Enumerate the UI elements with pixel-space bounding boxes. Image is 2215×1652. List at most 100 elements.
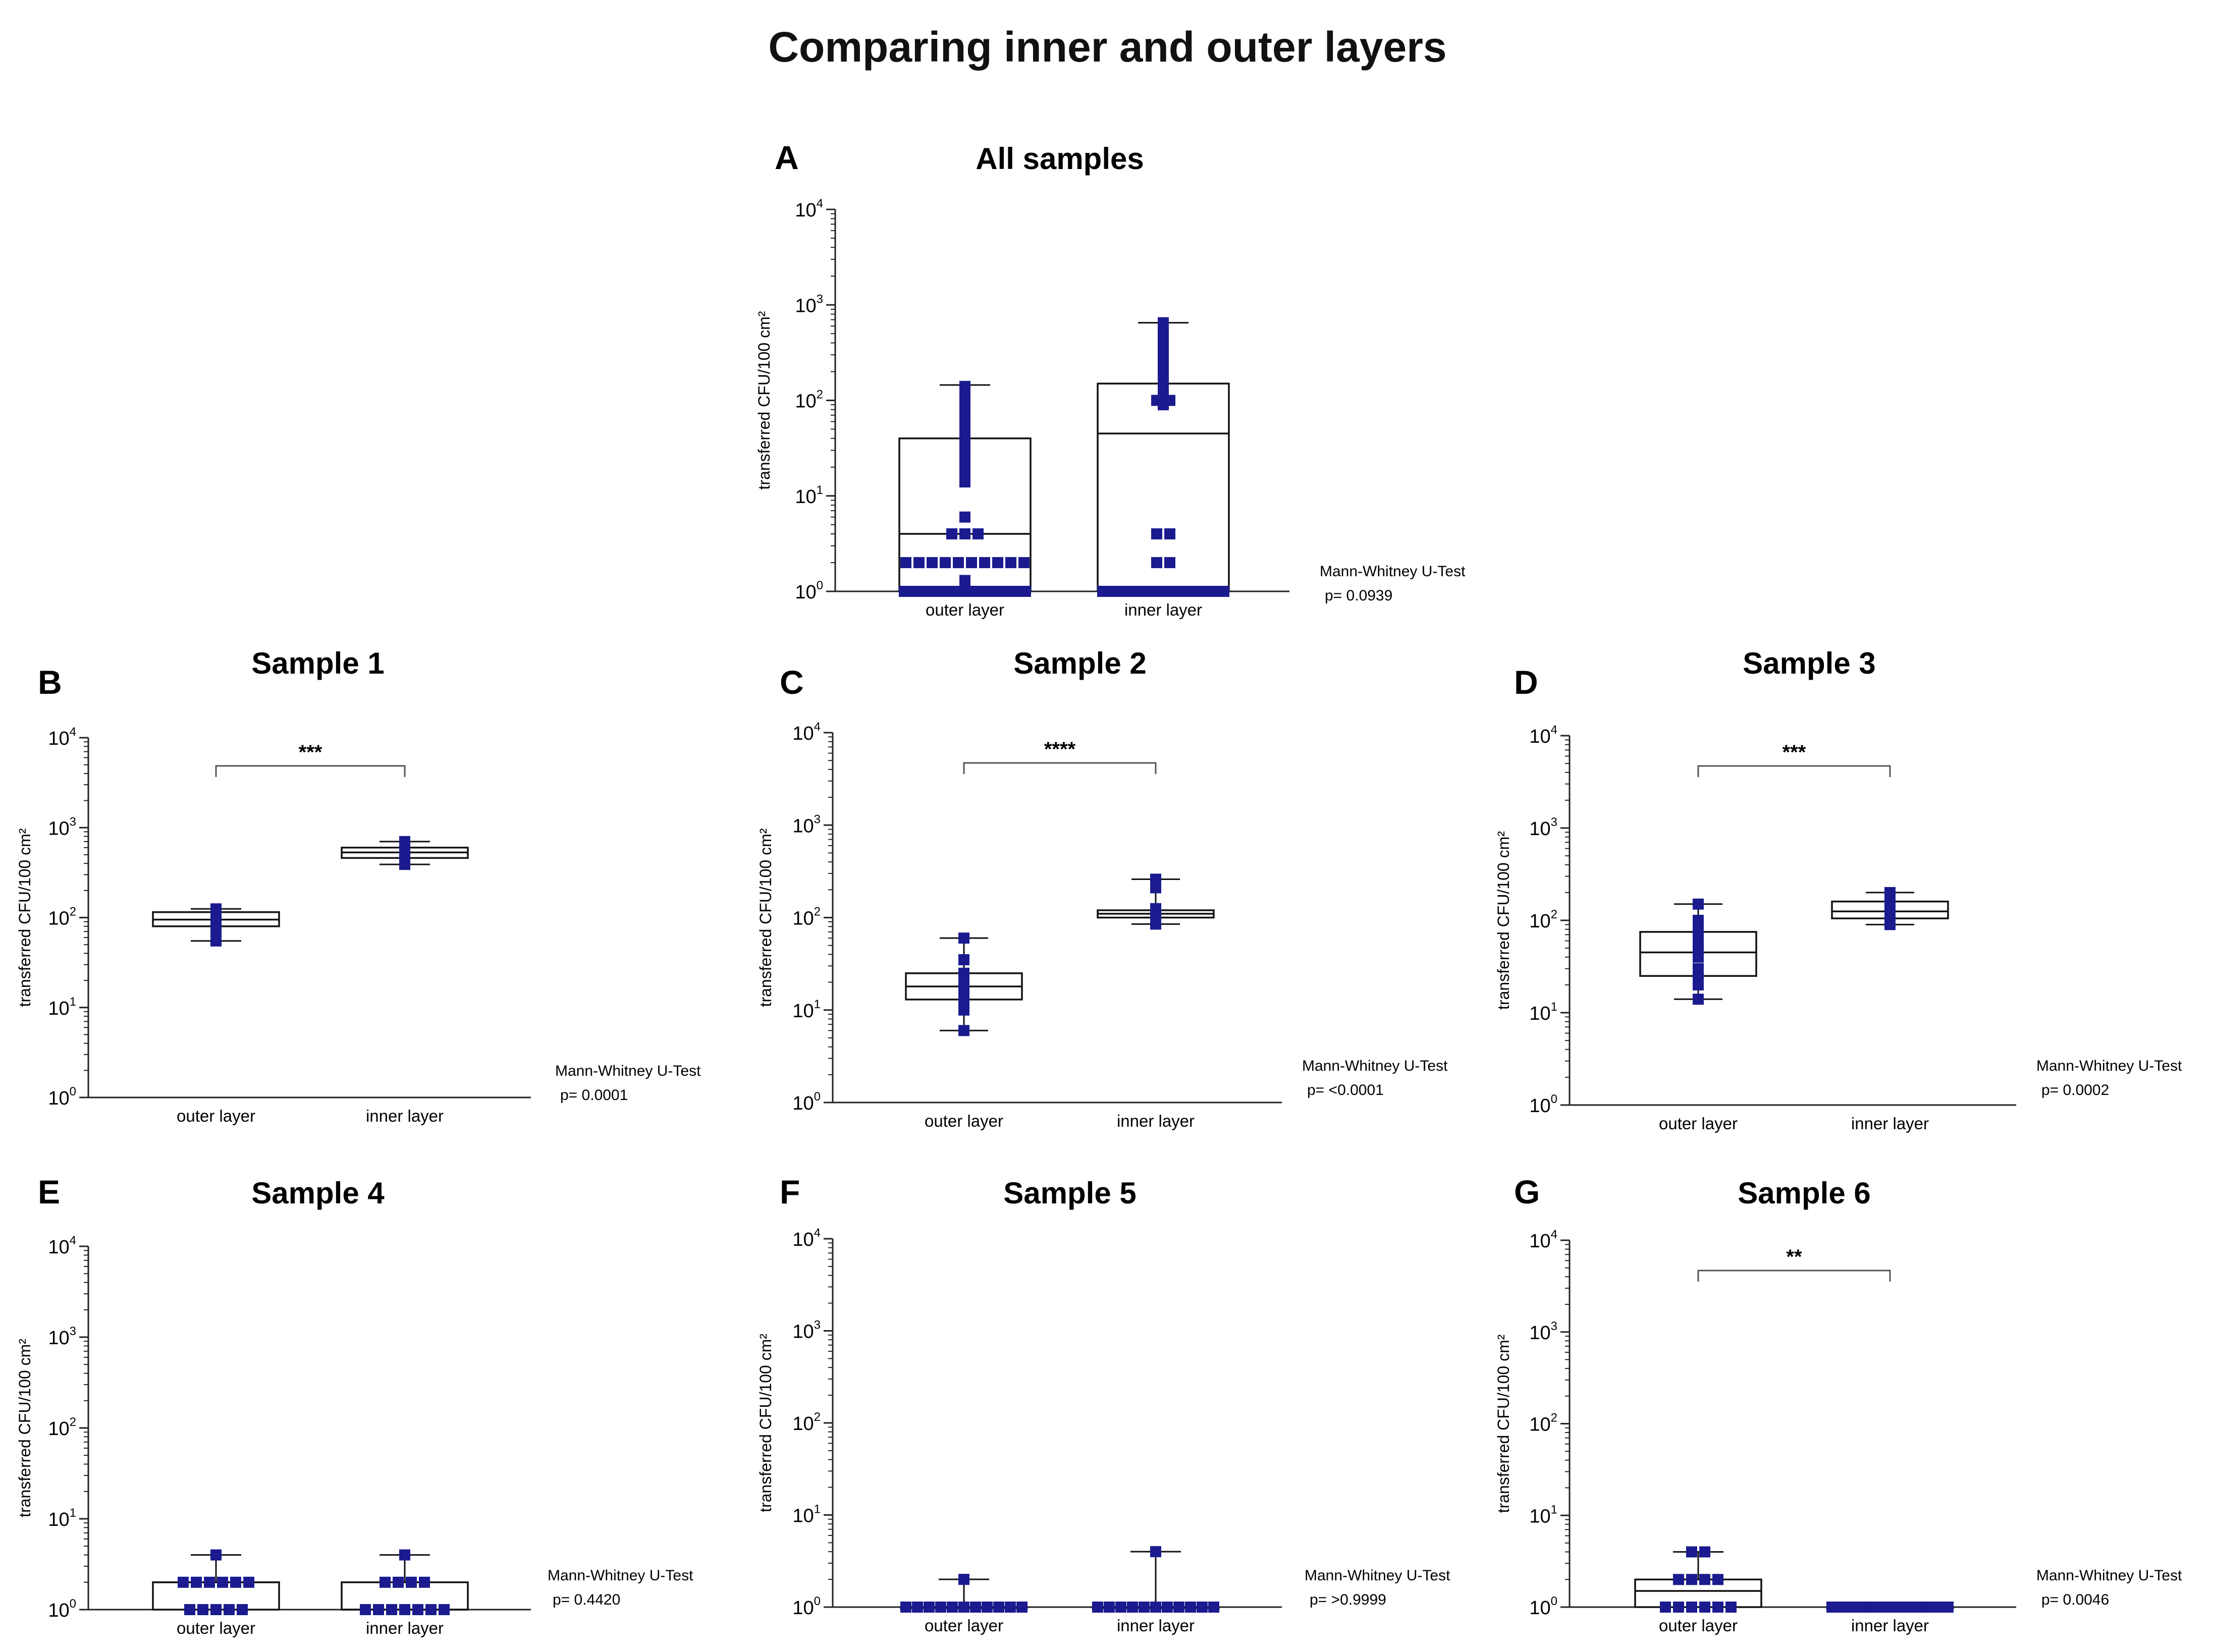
data-point bbox=[1858, 1602, 1869, 1613]
data-point bbox=[1699, 1546, 1710, 1558]
box-inner-layer bbox=[1831, 887, 1949, 930]
box-inner-layer bbox=[1097, 317, 1230, 597]
data-point bbox=[406, 1576, 417, 1588]
data-point bbox=[959, 528, 970, 540]
data-point bbox=[1005, 1602, 1016, 1613]
significance-stars: *** bbox=[299, 741, 322, 763]
data-point bbox=[1693, 994, 1704, 1005]
data-point bbox=[178, 1576, 189, 1588]
y-axis-label: transferred CFU/100 cm² bbox=[757, 828, 775, 1007]
box-inner-layer bbox=[341, 836, 469, 870]
x-category-label: outer layer bbox=[925, 1616, 1003, 1635]
figure-title: Comparing inner and outer layers bbox=[768, 23, 1447, 71]
data-point bbox=[419, 1576, 430, 1588]
data-point bbox=[958, 1602, 969, 1613]
stat-test-name: Mann-Whitney U-Test bbox=[1305, 1567, 1450, 1584]
data-point bbox=[973, 528, 984, 540]
y-axis-label: transferred CFU/100 cm² bbox=[1494, 1334, 1512, 1513]
data-point bbox=[191, 1576, 202, 1588]
data-point bbox=[959, 575, 970, 586]
box-inner-layer bbox=[1826, 1602, 1954, 1613]
chart-panel-b: B Sample 1 100 101 102 103 104 transferred CFU/… bbox=[16, 646, 701, 1125]
x-category-label: outer layer bbox=[1659, 1616, 1738, 1635]
data-point bbox=[958, 954, 969, 966]
data-point bbox=[970, 1602, 981, 1613]
y-axis-label: transferred CFU/100 cm² bbox=[1494, 831, 1512, 1010]
x-category-label: inner layer bbox=[1851, 1616, 1929, 1635]
data-point bbox=[958, 967, 969, 979]
y-tick-label: 102 bbox=[792, 905, 821, 929]
y-tick-label: 104 bbox=[1529, 1228, 1557, 1252]
box-outer-layer bbox=[152, 903, 280, 947]
data-point bbox=[1932, 1602, 1943, 1613]
stat-p-value: p= 0.0046 bbox=[2041, 1591, 2109, 1608]
chart-panel-c: C Sample 2 100 101 102 103 104 transferred CFU/… bbox=[757, 646, 1448, 1130]
stat-test-name: Mann-Whitney U-Test bbox=[548, 1567, 693, 1584]
data-point bbox=[1673, 1602, 1684, 1613]
panel-letter: B bbox=[38, 664, 62, 701]
y-tick-label: 100 bbox=[48, 1597, 76, 1621]
significance-bracket bbox=[215, 765, 406, 777]
data-point bbox=[1115, 1602, 1126, 1613]
data-point bbox=[1699, 1574, 1710, 1585]
y-axis-label: transferred CFU/100 cm² bbox=[755, 311, 773, 489]
y-tick-label: 103 bbox=[792, 1318, 821, 1343]
y-tick-label: 101 bbox=[792, 998, 821, 1022]
y-tick-label: 100 bbox=[48, 1085, 76, 1109]
data-point bbox=[1921, 1602, 1933, 1613]
y-tick-label: 104 bbox=[1529, 723, 1557, 747]
data-point bbox=[1158, 317, 1169, 328]
x-category-label: inner layer bbox=[1851, 1114, 1929, 1133]
data-point bbox=[1164, 557, 1175, 569]
panel-letter: E bbox=[38, 1173, 60, 1210]
box-inner-layer bbox=[1092, 1546, 1220, 1613]
y-tick-label: 101 bbox=[1529, 1503, 1557, 1527]
y-tick-label: 101 bbox=[792, 1503, 821, 1527]
y-tick-label: 101 bbox=[1529, 1000, 1557, 1024]
data-point bbox=[1005, 557, 1016, 569]
stat-test-name: Mann-Whitney U-Test bbox=[1302, 1058, 1448, 1074]
chart-panel-e: E Sample 4 100 101 102 103 104 transferred CFU/… bbox=[16, 1173, 693, 1637]
data-point bbox=[399, 1604, 410, 1615]
iqr-box bbox=[1097, 382, 1230, 592]
data-point bbox=[373, 1604, 384, 1615]
y-tick-label: 104 bbox=[48, 1234, 76, 1258]
box-inner-layer bbox=[1097, 873, 1215, 930]
data-point bbox=[1151, 557, 1162, 569]
y-tick-label: 100 bbox=[795, 579, 823, 603]
data-point bbox=[1699, 1602, 1710, 1613]
stat-p-value: p= 0.0001 bbox=[560, 1087, 628, 1104]
data-point bbox=[924, 1602, 935, 1613]
y-axis-label: transferred CFU/100 cm² bbox=[757, 1334, 775, 1512]
data-point bbox=[1693, 979, 1704, 990]
data-point bbox=[946, 528, 957, 540]
data-point bbox=[393, 1576, 404, 1588]
data-point bbox=[1197, 1602, 1208, 1613]
box-outer-layer bbox=[152, 1549, 280, 1615]
y-tick-label: 103 bbox=[1529, 815, 1557, 840]
panel-title: Sample 1 bbox=[251, 646, 384, 680]
data-point bbox=[237, 1604, 248, 1615]
data-point bbox=[958, 932, 969, 944]
data-point bbox=[210, 935, 222, 947]
y-tick-label: 100 bbox=[1529, 1092, 1557, 1117]
panel-letter: A bbox=[775, 139, 799, 176]
data-point bbox=[1826, 1602, 1838, 1613]
data-point bbox=[1884, 887, 1896, 898]
y-tick-label: 100 bbox=[792, 1594, 821, 1619]
data-point bbox=[1151, 528, 1162, 540]
data-point bbox=[1150, 903, 1161, 914]
panel-letter: C bbox=[780, 664, 804, 701]
data-point bbox=[959, 380, 970, 392]
y-tick-label: 104 bbox=[48, 725, 76, 749]
data-point bbox=[966, 557, 977, 569]
x-category-label: outer layer bbox=[177, 1619, 255, 1637]
data-point bbox=[210, 903, 222, 915]
y-tick-label: 103 bbox=[1529, 1319, 1557, 1344]
y-tick-label: 103 bbox=[795, 292, 823, 316]
stat-p-value: p= 0.0939 bbox=[1325, 587, 1392, 604]
y-tick-label: 101 bbox=[48, 995, 76, 1019]
panel-letter: D bbox=[1514, 664, 1538, 701]
data-point bbox=[412, 1604, 423, 1615]
